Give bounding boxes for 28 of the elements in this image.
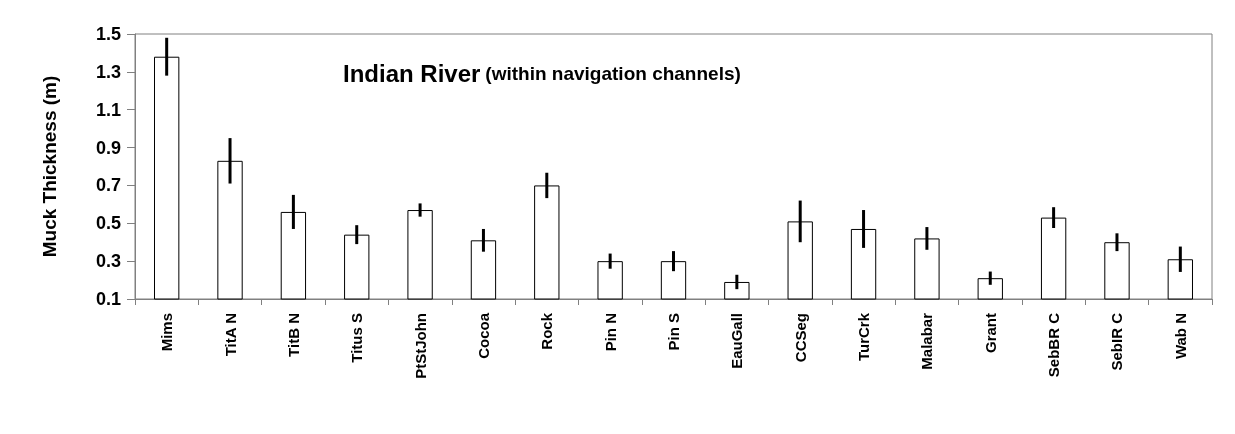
y-tick-label: 0.7 <box>95 175 121 196</box>
x-tick-label: Pin N <box>601 313 619 352</box>
x-tick-label: TitA N <box>221 313 239 357</box>
x-tick-label: Mims <box>158 313 176 352</box>
text: (within navigation channels) <box>485 62 741 84</box>
y-tick-label: 0.1 <box>95 289 121 309</box>
x-tick-label: TurCrk <box>855 312 873 362</box>
x-tick-label: PtStJohn <box>411 313 429 379</box>
y-tick-label: 1.5 <box>95 24 121 44</box>
x-tick-label: Grant <box>981 313 999 354</box>
x-tick-label: Cocoa <box>474 312 492 359</box>
x-tick-label: Malabar <box>918 312 936 370</box>
x-tick-label: EauGall <box>728 313 746 369</box>
x-tick-label: Titus S <box>348 313 366 363</box>
y-tick-label: 1.1 <box>95 99 121 120</box>
y-tick-label: 1.3 <box>95 61 121 82</box>
y-axis-title: Muck Thickness (m) <box>39 75 60 258</box>
x-tick-label: Rock <box>538 312 556 350</box>
x-tick-label: Wab N <box>1171 313 1189 360</box>
x-tick-label: TitB N <box>284 313 302 357</box>
x-tick-label: CCSeg <box>791 313 809 363</box>
x-tick-label: Pin S <box>665 313 682 351</box>
x-tick-label: SebIR C <box>1108 312 1126 371</box>
x-tick-label: SebBR C <box>1045 312 1063 378</box>
y-tick-label: 0.5 <box>95 213 121 234</box>
y-tick-label: 0.3 <box>95 251 121 272</box>
text: Indian River <box>343 59 481 87</box>
y-tick-label: 0.9 <box>95 137 121 158</box>
